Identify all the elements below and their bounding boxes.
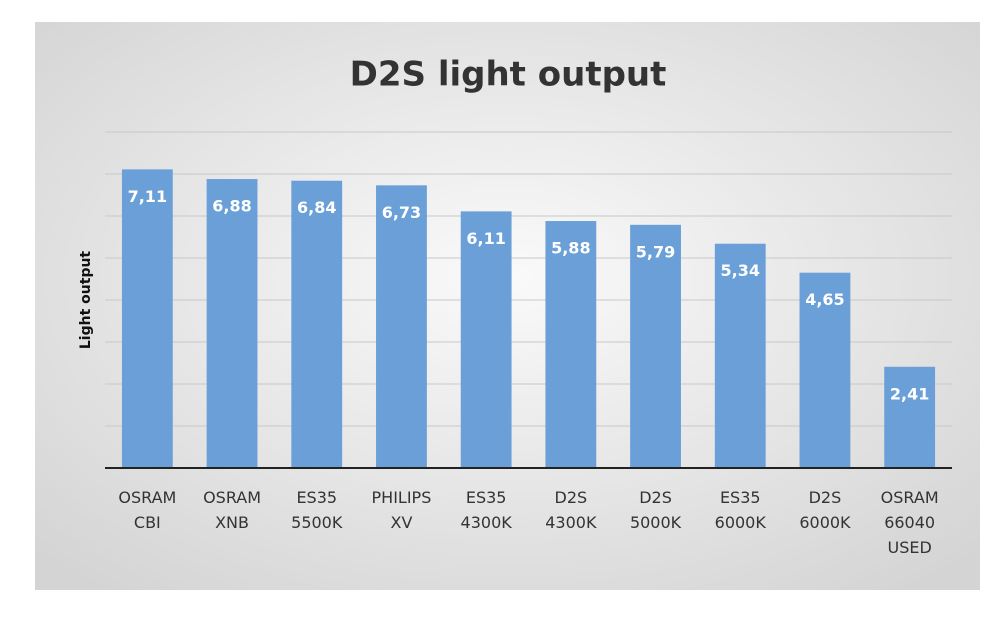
data-label: 6,88 xyxy=(212,197,251,216)
bar xyxy=(714,243,766,468)
chart-title: D2S light output xyxy=(350,55,667,95)
bar xyxy=(460,211,512,468)
bar xyxy=(884,366,936,468)
data-label: 6,73 xyxy=(382,203,421,222)
bar xyxy=(545,221,597,468)
y-axis-label: Light output xyxy=(78,251,94,350)
data-label: 5,79 xyxy=(636,242,675,261)
data-label: 5,88 xyxy=(551,239,590,258)
x-tick-label: D2S 4300K xyxy=(545,488,597,532)
bar xyxy=(206,179,258,469)
x-tick-label: D2S 5000K xyxy=(630,488,682,532)
x-tick-label: PHILIPS XV xyxy=(372,488,432,532)
bar xyxy=(630,224,681,468)
data-label: 5,34 xyxy=(721,261,760,280)
x-tick-label: D2S 6000K xyxy=(799,488,851,532)
x-tick-label: ES35 5500K xyxy=(291,488,343,532)
data-label: 7,11 xyxy=(128,187,167,206)
bar xyxy=(291,180,343,468)
bar xyxy=(121,169,173,468)
data-label: 4,65 xyxy=(805,290,844,309)
data-label: 6,84 xyxy=(297,198,336,217)
x-tick-label: ES35 4300K xyxy=(461,488,513,532)
data-label: 6,11 xyxy=(466,229,505,248)
bar xyxy=(799,272,851,468)
bar xyxy=(376,185,427,468)
x-tick-label: OSRAM CBI xyxy=(118,488,176,532)
x-tick-label: ES35 6000K xyxy=(715,488,767,532)
x-tick-label: OSRAM XNB xyxy=(203,488,261,532)
x-tick-label: OSRAM 66040 USED xyxy=(881,488,939,557)
data-label: 2,41 xyxy=(890,384,929,403)
